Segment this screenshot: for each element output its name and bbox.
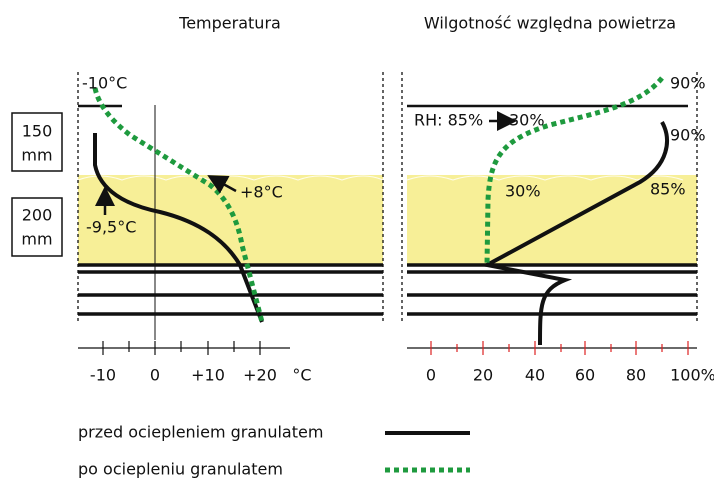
axis-label: 40 bbox=[525, 366, 545, 385]
panel-title: Wilgotność względna powietrza bbox=[424, 14, 676, 33]
legend-label: przed ociepleniem granulatem bbox=[78, 423, 323, 442]
axis-label: 0 bbox=[426, 366, 436, 385]
panel-title: Temperatura bbox=[178, 14, 281, 33]
box-label: 200 bbox=[22, 206, 53, 225]
label: 30% bbox=[505, 182, 541, 201]
diagram: 150 mm 200 mm Temperatura Wilgotność wzg… bbox=[0, 0, 714, 481]
box-label: mm bbox=[21, 146, 52, 165]
page: 150 mm 200 mm Temperatura Wilgotność wzg… bbox=[0, 0, 714, 481]
label: 30% bbox=[509, 111, 545, 130]
label: 90% bbox=[670, 126, 706, 145]
axis-label: °C bbox=[292, 366, 311, 385]
label: +8°C bbox=[240, 183, 283, 202]
box-label: mm bbox=[21, 230, 52, 249]
axis-label: 0 bbox=[150, 366, 160, 385]
axis-label: +10 bbox=[191, 366, 225, 385]
axis-label: 20 bbox=[473, 366, 493, 385]
axis-label: +20 bbox=[243, 366, 277, 385]
axis-label: -10 bbox=[90, 366, 116, 385]
label: 90% bbox=[670, 74, 706, 93]
label: -9,5°C bbox=[86, 218, 136, 237]
axis-label: 60 bbox=[575, 366, 595, 385]
axis-label: 80 bbox=[626, 366, 646, 385]
axis-label: 100% bbox=[670, 366, 714, 385]
label: RH: 85% bbox=[414, 111, 483, 130]
legend-label: po ociepleniu granulatem bbox=[78, 460, 283, 479]
box-label: 150 bbox=[22, 122, 53, 141]
label: -10°C bbox=[82, 74, 127, 93]
label: 85% bbox=[650, 180, 686, 199]
